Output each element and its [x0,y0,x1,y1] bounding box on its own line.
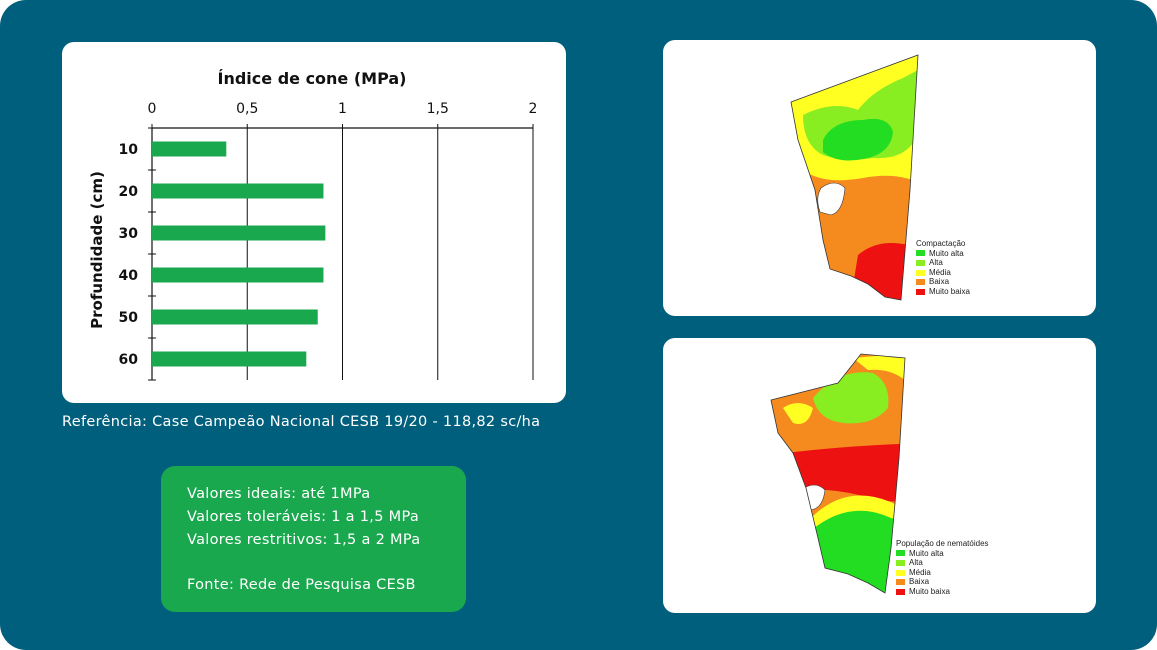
y-tick-label: 50 [119,310,139,326]
y-tick-label: 60 [119,352,139,368]
bar [152,309,318,325]
legend-item: Muito alta [916,249,970,259]
info-line-tolerable: Valores toleráveis: 1 a 1,5 MPa [187,509,420,525]
legend-item: Baixa [896,577,989,587]
legend-title: Compactação [916,239,966,248]
chart-y-axis-label: Profundidade (cm) [88,171,106,329]
legend-item: Muito baixa [896,587,989,597]
y-tick-label: 20 [119,184,139,200]
legend-item: Muito alta [896,549,989,559]
legend-item: Alta [896,558,989,568]
bar [152,351,307,367]
reference-values-box: Valores ideais: até 1MPa Valores toleráv… [161,466,466,612]
legend-item: Alta [916,258,970,268]
nematode-legend: População de nematóides Muito alta Alta … [896,539,989,597]
cone-index-chart-card: Índice de cone (MPa) Profundidade (cm) 0… [62,42,566,403]
x-tick-label: 0 [148,101,157,117]
nematode-map-card: População de nematóides Muito alta Alta … [663,338,1096,613]
chart-title: Índice de cone (MPa) [218,69,407,88]
legend-title: População de nematóides [896,539,989,548]
legend-item: Muito baixa [916,287,970,297]
y-tick-label: 40 [119,268,139,284]
x-tick-label: 1 [338,101,347,117]
legend-item: Média [916,268,970,278]
x-tick-label: 2 [529,101,538,117]
compaction-map-card: Compactação Muito alta Alta Média Baixa … [663,40,1096,316]
x-tick-label: 1,5 [427,101,449,117]
reference-caption: Referência: Case Campeão Nacional CESB 1… [62,414,541,430]
bar [152,225,326,241]
cone-index-chart: Índice de cone (MPa) Profundidade (cm) 0… [88,69,538,381]
x-tick-label: 0,5 [236,101,258,117]
info-line-restrictive: Valores restritivos: 1,5 a 2 MPa [187,532,421,548]
bar [152,267,324,283]
legend-item: Baixa [916,277,970,287]
compaction-map-image [790,54,919,301]
y-tick-label: 30 [119,226,139,242]
info-line-ideal: Valores ideais: até 1MPa [187,486,371,502]
bar [152,141,227,157]
bar [152,183,324,199]
y-tick-label: 10 [119,142,139,158]
legend-item: Média [896,568,989,578]
nematode-map-image [770,353,906,594]
info-source: Fonte: Rede de Pesquisa CESB [187,577,416,593]
compaction-legend: Compactação Muito alta Alta Média Baixa … [916,239,970,297]
